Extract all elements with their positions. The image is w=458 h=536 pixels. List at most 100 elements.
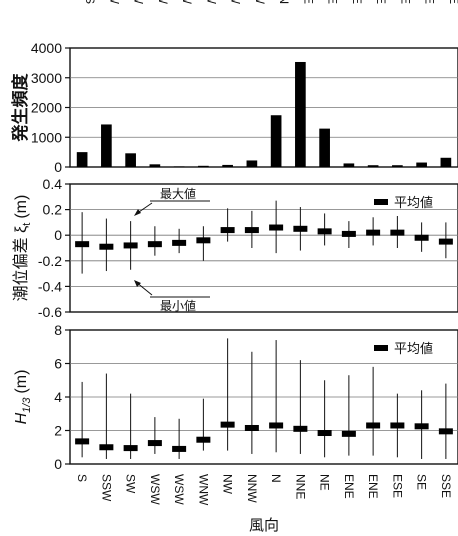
mean-marker (123, 242, 138, 249)
annotation-arrowhead (134, 209, 141, 216)
mean-marker (390, 422, 405, 429)
mean-marker (244, 227, 259, 234)
mean-marker (147, 440, 162, 447)
mean-marker (196, 237, 211, 244)
mean-marker (172, 239, 187, 246)
x-tick-label-bottom: NW (221, 474, 235, 495)
x-tick-label-top: WSW (156, 0, 170, 5)
x-tick-label-bottom: NNE (293, 474, 307, 499)
frequency-bar (343, 163, 355, 167)
x-tick-label-top: ESE (398, 0, 412, 4)
mean-marker (220, 227, 235, 234)
x-tick-label-top: SW (132, 0, 146, 5)
mean-marker (317, 430, 332, 437)
y-tick-label: 2 (54, 423, 62, 439)
y-axis-label: 潮位偏差 ξt (m) (12, 195, 33, 302)
x-tick-label-bottom: NE (318, 474, 332, 491)
frequency-bar (416, 162, 427, 167)
x-tick-label-top: ENE (350, 0, 364, 4)
x-tick-label-bottom: SW (124, 474, 138, 494)
mean-marker (269, 422, 284, 429)
x-tick-label-bottom: WSW (172, 474, 186, 505)
mean-marker (75, 438, 90, 445)
y-axis-unit: (m) (13, 195, 30, 219)
legend-swatch (374, 199, 388, 205)
mean-marker (99, 444, 114, 451)
mean-marker (196, 436, 211, 443)
mean-marker (317, 228, 332, 235)
y-tick-label: 2000 (31, 100, 62, 116)
x-tick-label-top: N (277, 0, 291, 4)
mean-marker (341, 430, 356, 437)
x-tick-label-bottom: SE (415, 474, 429, 490)
x-tick-label-top: SSE (447, 0, 458, 4)
y-axis-label: H1/3 (m) (13, 370, 33, 425)
mean-marker (366, 422, 381, 429)
mean-marker (390, 229, 405, 236)
mean-marker (147, 241, 162, 248)
frequency-bar (440, 157, 452, 167)
y-axis-label-main: H (13, 412, 30, 424)
mean-marker (123, 445, 138, 452)
x-tick-label-bottom: N (269, 474, 283, 483)
y-tick-label: -0.2 (38, 253, 62, 269)
frequency-bar (125, 153, 136, 167)
mean-marker (414, 234, 429, 241)
x-tick-label-bottom: WNW (196, 474, 210, 506)
frequency-bar (295, 61, 306, 167)
x-tick-label-top: NW (229, 0, 243, 5)
mean-marker (414, 423, 429, 430)
y-axis-label-sub: 1/3 (21, 397, 33, 413)
annotation-min-label: 最小値 (160, 298, 196, 313)
mean-marker (366, 229, 381, 236)
frequency-bar (392, 165, 403, 167)
y-tick-label: 6 (54, 356, 62, 372)
x-tick-label-top: NNE (301, 0, 315, 4)
y-tick-label: 0 (54, 227, 62, 243)
x-tick-label-bottom: NNW (245, 474, 259, 503)
x-tick-label-top: WSW (180, 0, 194, 5)
mean-marker (438, 238, 453, 245)
y-tick-label: -0.4 (38, 278, 62, 294)
x-tick-label-top: SSW (107, 0, 121, 5)
frequency-bar (222, 164, 233, 167)
x-tick-label-top: NNW (253, 0, 267, 5)
x-tick-label-bottom: S (75, 474, 89, 482)
mean-marker (172, 445, 187, 452)
y-tick-label: 4000 (31, 40, 62, 56)
y-axis-label-main: 潮位偏差 ξ (12, 226, 30, 302)
y-tick-label: 0.4 (43, 176, 63, 192)
y-tick-label: 1000 (31, 129, 62, 145)
x-axis-label: 風向 (249, 517, 279, 534)
x-tick-label-bottom: SSW (99, 474, 113, 502)
x-tick-label-bottom: ENE (366, 474, 380, 499)
y-tick-label: 4 (54, 389, 62, 405)
legend-label: 平均値 (394, 195, 433, 210)
frequency-bar (246, 160, 258, 167)
frequency-bar (270, 115, 282, 167)
frequency-bar (319, 128, 330, 167)
y-tick-label: 0 (54, 159, 62, 175)
frequency-bar (367, 165, 379, 167)
mean-marker (220, 421, 235, 428)
y-axis-label-sub: t (21, 223, 33, 226)
annotation-arrowhead (134, 280, 141, 287)
x-tick-label-top: S (83, 0, 97, 4)
mean-marker (269, 224, 284, 231)
mean-marker (293, 425, 308, 432)
y-tick-label: 8 (54, 322, 62, 338)
x-tick-label-top: SE (423, 0, 437, 4)
y-tick-label: 3000 (31, 70, 62, 86)
frequency-bar (149, 164, 161, 167)
y-tick-label: -0.6 (38, 304, 62, 320)
mean-marker (341, 230, 356, 237)
y-tick-label: 0.2 (43, 202, 63, 218)
frequency-bar (101, 124, 112, 167)
mean-marker (293, 225, 308, 232)
frequency-bar (198, 165, 209, 167)
frequency-bar (173, 166, 185, 167)
y-tick-label: 0 (54, 456, 62, 472)
plot-frame (69, 183, 458, 313)
annotation-max-label: 最大値 (160, 186, 196, 201)
y-axis-label: 発生頻度 (10, 73, 30, 143)
